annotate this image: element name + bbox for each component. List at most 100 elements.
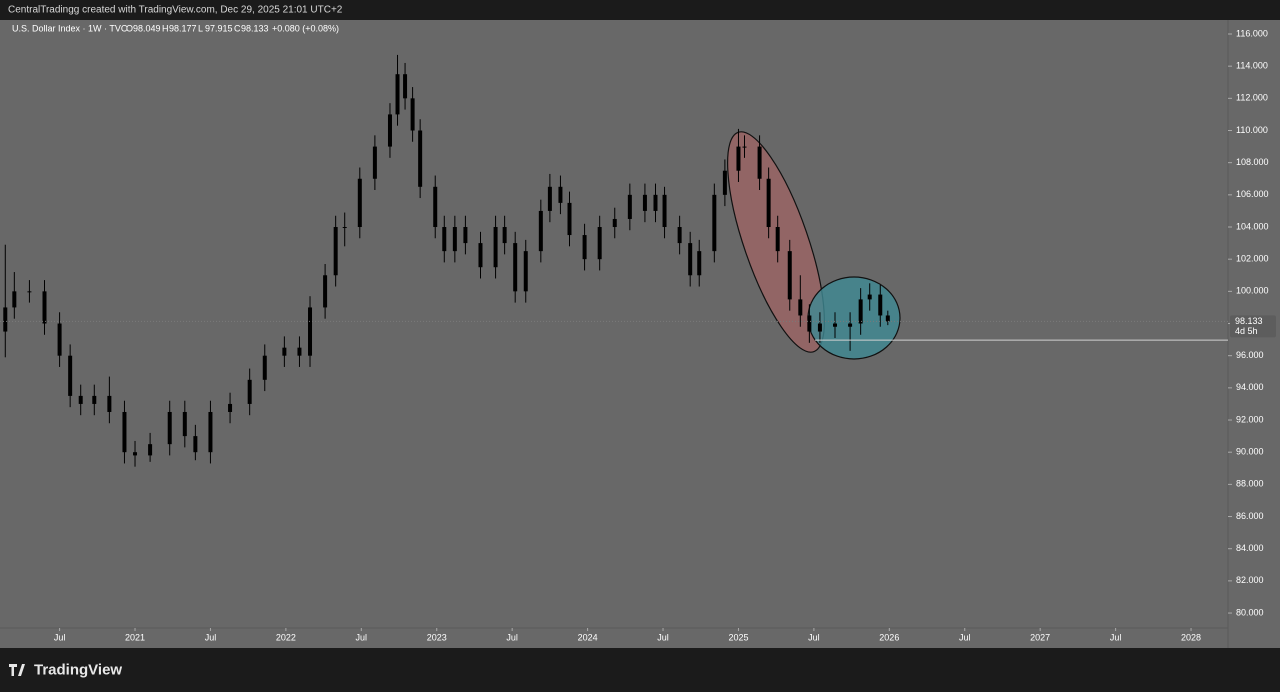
x-tick-label: 2027	[1030, 632, 1050, 642]
candle-body	[57, 323, 62, 356]
y-tick-label: 80.000	[1236, 607, 1264, 617]
countdown: 4d 5h	[1235, 326, 1258, 336]
y-tick-label: 86.000	[1236, 511, 1264, 521]
candle-body	[493, 227, 498, 268]
chart-background	[0, 20, 1280, 648]
candle-body	[372, 146, 377, 179]
y-tick-label: 96.000	[1236, 350, 1264, 360]
candle-body	[333, 227, 338, 276]
candle-body	[208, 411, 213, 453]
ohlc-value: 97.915	[205, 23, 233, 33]
ohlc-value: 98.049	[133, 23, 161, 33]
candle-body	[308, 307, 313, 356]
x-tick-label: Jul	[506, 632, 518, 642]
candle-body	[42, 291, 47, 324]
candle-body	[262, 355, 267, 380]
candle-body	[442, 227, 447, 252]
candle-body	[323, 275, 328, 308]
candle-body	[403, 74, 408, 99]
y-tick-label: 90.000	[1236, 447, 1264, 457]
candle-body	[677, 227, 682, 244]
ohlc-key: L	[198, 23, 203, 33]
brand-name: TradingView	[34, 661, 122, 678]
candle-body	[742, 146, 747, 148]
candles	[3, 54, 890, 467]
price-label-box	[1230, 315, 1276, 338]
y-tick-label: 88.000	[1236, 479, 1264, 489]
candle-body	[513, 243, 518, 292]
candle-body	[78, 395, 83, 404]
candle-body	[502, 227, 507, 244]
candle-body	[282, 347, 287, 356]
candle-body	[410, 98, 415, 131]
candle-body	[833, 323, 838, 327]
candle-body	[133, 452, 138, 456]
candle-body	[395, 74, 400, 115]
candle-body	[418, 130, 423, 187]
candle-body	[478, 243, 483, 268]
y-tick-label: 108.000	[1236, 157, 1269, 167]
candle-body	[597, 227, 602, 260]
y-tick-label: 102.000	[1236, 254, 1269, 264]
ohlc-value: 98.133	[241, 23, 269, 33]
ohlc-key: H	[162, 23, 169, 33]
candle-body	[662, 194, 667, 228]
header: CentralTradingg created with TradingView…	[8, 5, 343, 16]
candle-body	[653, 194, 658, 211]
candle-body	[612, 218, 617, 228]
candle-body	[523, 251, 528, 292]
y-tick-label: 104.000	[1236, 221, 1269, 231]
y-tick-label: 100.000	[1236, 286, 1269, 296]
candle-body	[627, 194, 632, 219]
candle-body	[558, 186, 563, 203]
candle-body	[688, 243, 693, 276]
candle-body	[433, 186, 438, 228]
x-tick-label: 2022	[276, 632, 296, 642]
candle-body	[757, 146, 762, 179]
y-tick-label: 110.000	[1236, 125, 1268, 135]
candle-body	[642, 194, 647, 211]
ohlc-key: C	[234, 23, 241, 33]
candle-body	[342, 227, 347, 229]
x-tick-label: Jul	[356, 632, 368, 642]
candle-body	[736, 146, 741, 171]
top-bar	[0, 0, 1280, 20]
candle-body	[387, 114, 392, 147]
candle-body	[247, 379, 252, 404]
logo-icon	[9, 664, 25, 676]
y-tick-label: 114.000	[1236, 61, 1268, 71]
x-tick-label: 2025	[728, 632, 748, 642]
candle-body	[3, 307, 8, 332]
candle-body	[547, 186, 552, 211]
candle-body	[817, 323, 822, 332]
candle-body	[107, 395, 112, 412]
symbol: U.S. Dollar Index · 1W · TVC	[12, 23, 128, 33]
candle-body	[148, 444, 153, 456]
candle-body	[807, 315, 812, 332]
candle-body	[885, 315, 890, 322]
x-tick-label: 2026	[879, 632, 899, 642]
x-tick-label: 2021	[125, 632, 145, 642]
brand-logo: TradingView	[9, 661, 122, 678]
candle-body	[12, 291, 17, 308]
y-tick-label: 94.000	[1236, 382, 1264, 392]
candle-body	[867, 294, 872, 300]
y-tick-label: 106.000	[1236, 189, 1269, 199]
x-tick-label: 2024	[578, 632, 598, 642]
candle-body	[68, 355, 73, 396]
x-tick-label: Jul	[808, 632, 820, 642]
candle-body	[712, 194, 717, 252]
candle-body	[182, 411, 187, 437]
ohlc-key: O	[126, 23, 133, 33]
last-price-label: 98.133	[1235, 316, 1263, 326]
x-tick-label: Jul	[959, 632, 971, 642]
ohlc-legend: O 98.049 H 98.177 L 97.915 C 98.133 +0.080 (+0.0…	[126, 23, 339, 33]
candle-body	[722, 170, 727, 195]
candle-body	[878, 294, 883, 316]
y-tick-label: 92.000	[1236, 414, 1264, 424]
x-tick-label: Jul	[205, 632, 217, 642]
axes: 80.000 82.000 84.000 86.000 88.000 90.000 92.0…	[54, 28, 1269, 642]
candle-body	[92, 395, 97, 404]
